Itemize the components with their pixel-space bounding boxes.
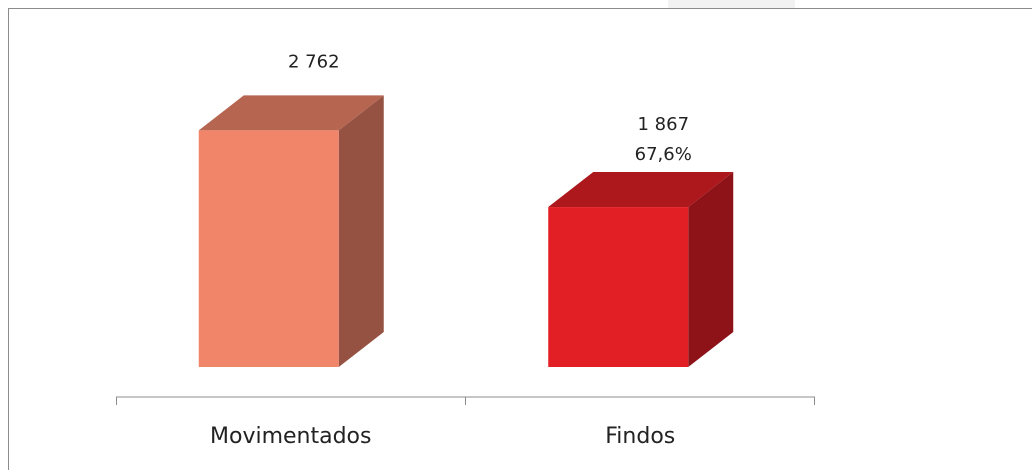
tab-strip bbox=[668, 0, 795, 8]
bar-side bbox=[338, 95, 384, 367]
x-tick-label: Movimentados bbox=[210, 424, 371, 449]
bar bbox=[198, 130, 339, 367]
percent-label: 67,6% bbox=[635, 144, 692, 165]
chart-border bbox=[8, 8, 1032, 470]
bar-top bbox=[198, 95, 384, 131]
x-tick-label: Findos bbox=[605, 424, 675, 449]
data-label: 1 867 bbox=[637, 114, 689, 135]
bar-side bbox=[688, 172, 734, 367]
data-label: 2 762 bbox=[288, 51, 340, 72]
bar bbox=[548, 207, 689, 367]
bar-top bbox=[548, 172, 734, 208]
